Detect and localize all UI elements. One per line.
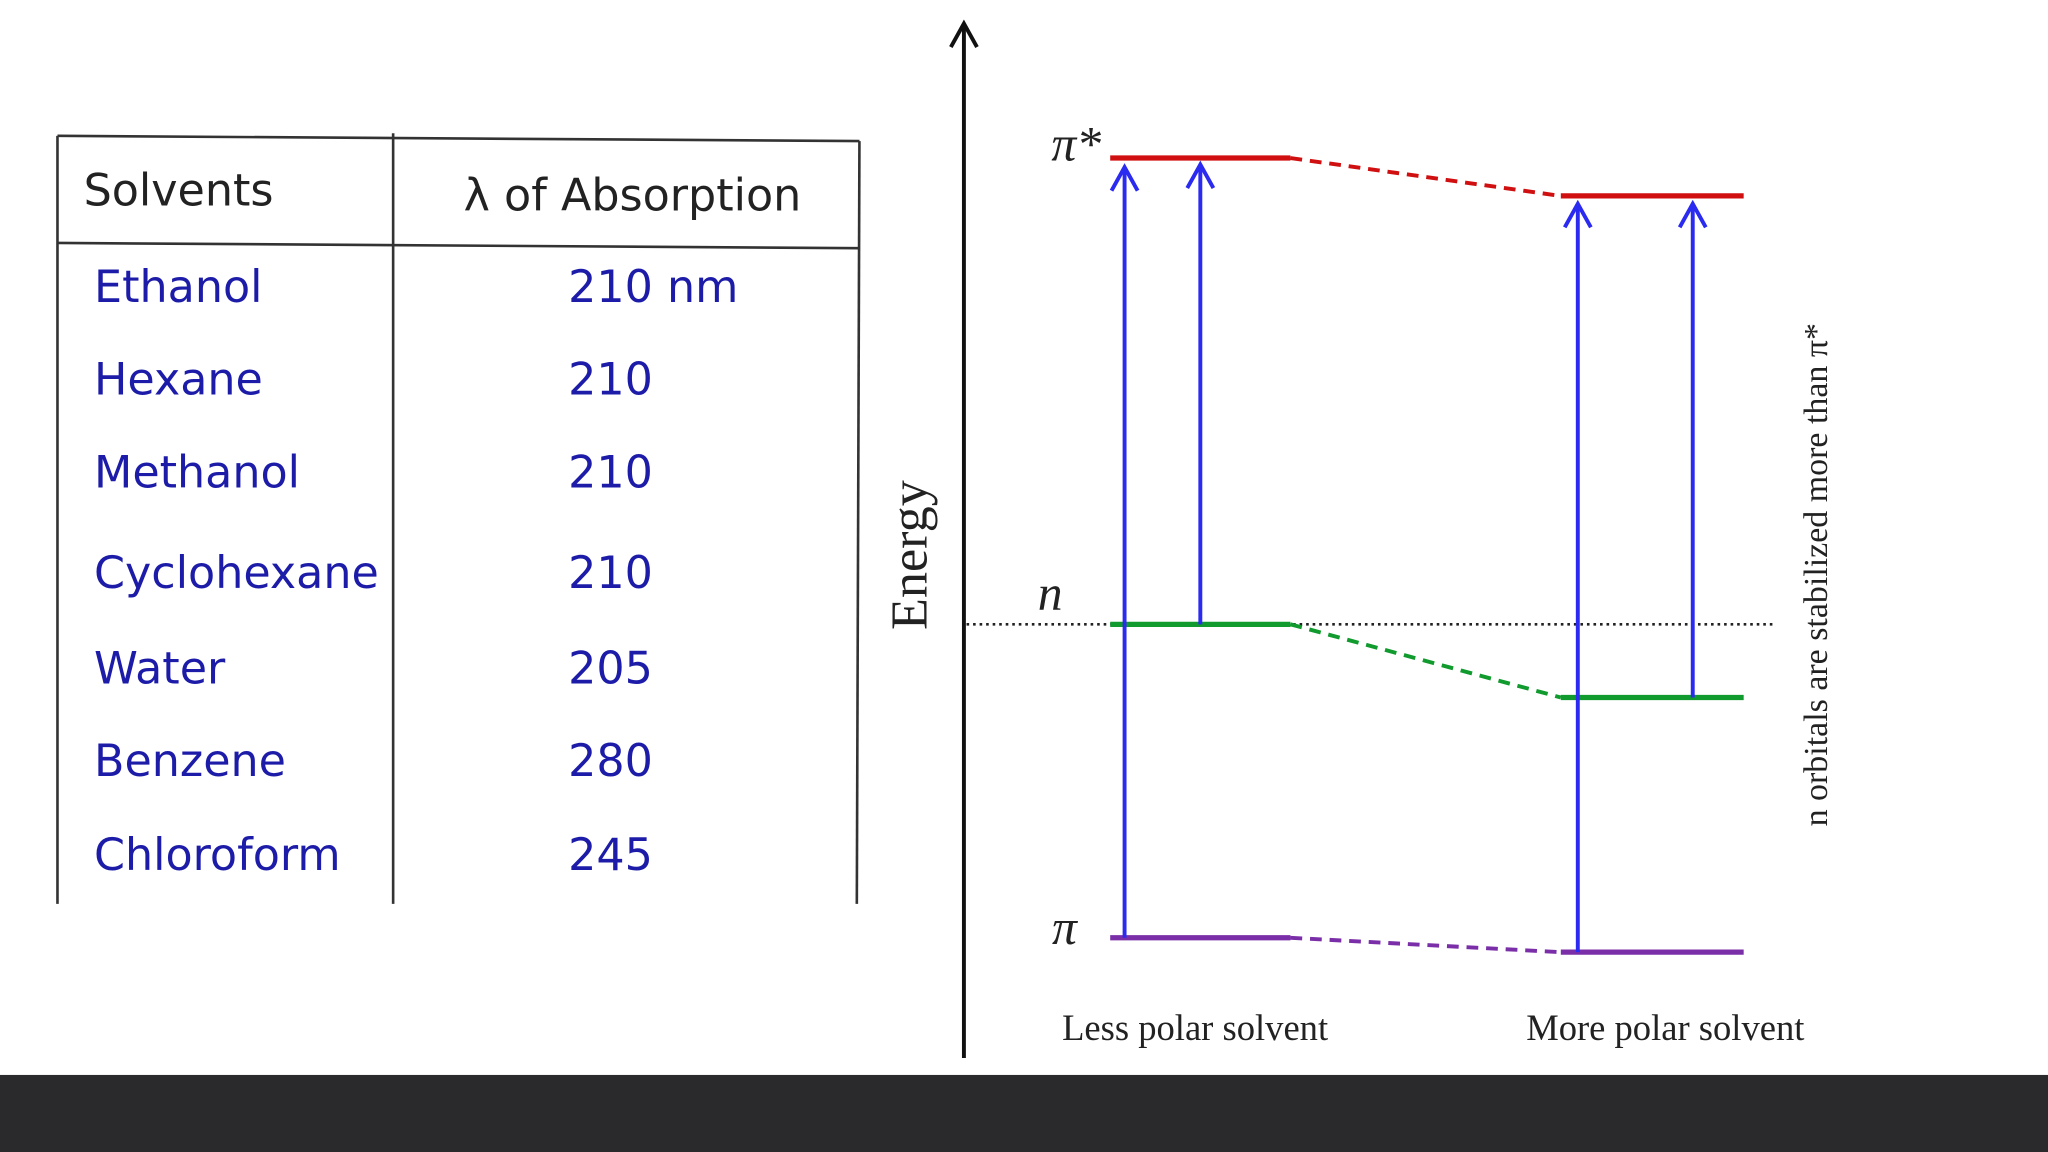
table-border	[855, 141, 861, 904]
table-header: Solvents	[84, 165, 274, 216]
solvent-cell: Ethanol	[94, 262, 262, 313]
solvent-cell: Methanol	[94, 447, 300, 498]
axis-label: Energy	[880, 480, 938, 630]
energy-diagram: Energy π* n π Less polar solvent More po…	[880, 19, 1835, 1058]
solvent-cell: Water	[94, 643, 226, 694]
axis-arrow	[949, 19, 979, 48]
level-link	[1290, 935, 1561, 955]
level-label: π*	[1051, 116, 1101, 171]
solvent-cell: Cyclohexane	[94, 548, 379, 599]
table-border	[57, 134, 860, 143]
arrow-head	[1677, 199, 1708, 229]
bottom-bar	[0, 1074, 2048, 1152]
arrow-head	[1185, 160, 1216, 190]
wavelength-cell: 280	[568, 736, 653, 787]
table	[56, 133, 861, 904]
solvent-cell: Chloroform	[94, 830, 341, 881]
level-link	[1289, 622, 1562, 700]
wavelength-cell: 210	[568, 447, 653, 498]
wavelength-cell: 205	[568, 643, 653, 694]
solvent-cell: Benzene	[94, 736, 286, 787]
wavelength-cell: 210	[568, 548, 653, 599]
level-label: n	[1038, 566, 1063, 621]
wavelength-cell: 245	[568, 830, 653, 881]
column-label: Less polar solvent	[1062, 1007, 1328, 1048]
arrow-head	[1563, 199, 1593, 229]
table-rows: Ethanol 210 nm Hexane 210 Methanol 210 Cyclohe…	[94, 262, 738, 881]
column-label: More polar solvent	[1526, 1007, 1804, 1048]
table-border	[57, 241, 860, 250]
wavelength-cell: 210	[568, 355, 653, 406]
level-link	[1290, 156, 1562, 198]
level-label: π	[1052, 900, 1078, 955]
wavelength-cell: 210 nm	[568, 262, 738, 313]
solvent-cell: Hexane	[94, 355, 263, 406]
table-header: λ of Absorption	[464, 171, 802, 222]
note: n orbitals are stabilized more than π*	[1798, 323, 1835, 826]
arrow-head	[1109, 163, 1140, 192]
